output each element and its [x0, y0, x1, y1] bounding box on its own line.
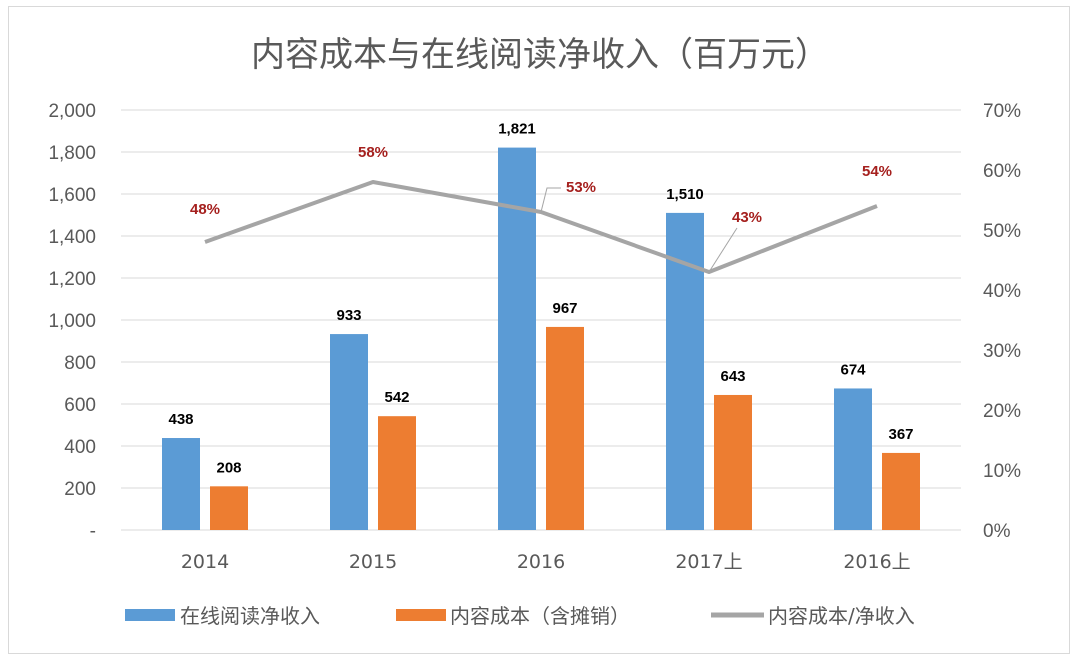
- data-label-net-revenue: 674: [840, 361, 866, 378]
- right-axis-tick: 50%: [983, 221, 1021, 242]
- data-label-cost-ratio: 54%: [862, 163, 892, 180]
- data-label-content-cost: 967: [552, 300, 577, 317]
- leader-line: [708, 227, 738, 273]
- leader-line: [540, 187, 561, 213]
- bar-content-cost: [882, 452, 920, 530]
- data-label-content-cost: 643: [720, 368, 745, 385]
- left-axis-tick: 1,200: [48, 269, 96, 290]
- right-axis-tick: 70%: [983, 101, 1021, 122]
- data-label-content-cost: 367: [888, 426, 913, 443]
- data-label-net-revenue: 1,510: [666, 186, 704, 203]
- legend-label-content-cost: 内容成本（含摊销）: [450, 604, 630, 628]
- bar-net-revenue: [834, 388, 872, 530]
- bar-content-cost: [546, 326, 584, 530]
- bar-content-cost: [210, 486, 248, 530]
- legend-swatch-net-revenue: [125, 609, 175, 621]
- right-axis-tick: 30%: [983, 341, 1021, 362]
- right-axis-tick: 10%: [983, 461, 1021, 482]
- left-axis-tick: 200: [64, 479, 96, 500]
- category-label: 2015: [349, 551, 397, 573]
- left-axis-tick: 1,400: [48, 227, 96, 248]
- left-axis-tick: 1,000: [48, 311, 96, 332]
- left-axis-tick: 400: [64, 437, 96, 458]
- bar-content-cost: [714, 394, 752, 530]
- bar-content-cost: [378, 416, 416, 530]
- category-label: 2016上: [843, 551, 910, 573]
- data-label-content-cost: 542: [384, 389, 409, 406]
- legend-swatch-content-cost: [396, 609, 446, 621]
- left-axis-tick: 600: [64, 395, 96, 416]
- bar-net-revenue: [666, 212, 704, 530]
- legend-label-net-revenue: 在线阅读净收入: [180, 604, 320, 628]
- data-label-net-revenue: 1,821: [498, 121, 536, 138]
- data-label-cost-ratio: 58%: [358, 144, 388, 161]
- right-axis-tick: 40%: [983, 281, 1021, 302]
- data-label-content-cost: 208: [216, 459, 241, 476]
- category-label: 2014: [181, 551, 229, 573]
- right-axis-tick: 60%: [983, 161, 1021, 182]
- bar-net-revenue: [162, 438, 200, 530]
- left-axis-tick: 800: [64, 353, 96, 374]
- chart-frame: [8, 6, 1070, 654]
- data-label-cost-ratio: 53%: [566, 179, 596, 196]
- legend-label-cost-ratio: 内容成本/净收入: [768, 604, 915, 628]
- data-label-cost-ratio: 43%: [732, 209, 762, 226]
- chart-title: 内容成本与在线阅读净收入（百万元）: [251, 35, 829, 75]
- data-label-net-revenue: 933: [336, 307, 361, 324]
- bar-net-revenue: [330, 334, 368, 530]
- right-axis-tick: 0%: [983, 521, 1011, 542]
- line-cost-ratio: [204, 180, 878, 274]
- data-label-cost-ratio: 48%: [190, 201, 220, 218]
- left-axis-tick: 1,600: [48, 185, 96, 206]
- left-axis-tick: 1,800: [48, 143, 96, 164]
- left-axis-tick: 2,000: [48, 101, 96, 122]
- category-label: 2017上: [675, 551, 742, 573]
- data-label-net-revenue: 438: [168, 411, 193, 428]
- left-axis-tick: -: [90, 521, 96, 542]
- category-label: 2016: [517, 551, 565, 573]
- right-axis-tick: 20%: [983, 401, 1021, 422]
